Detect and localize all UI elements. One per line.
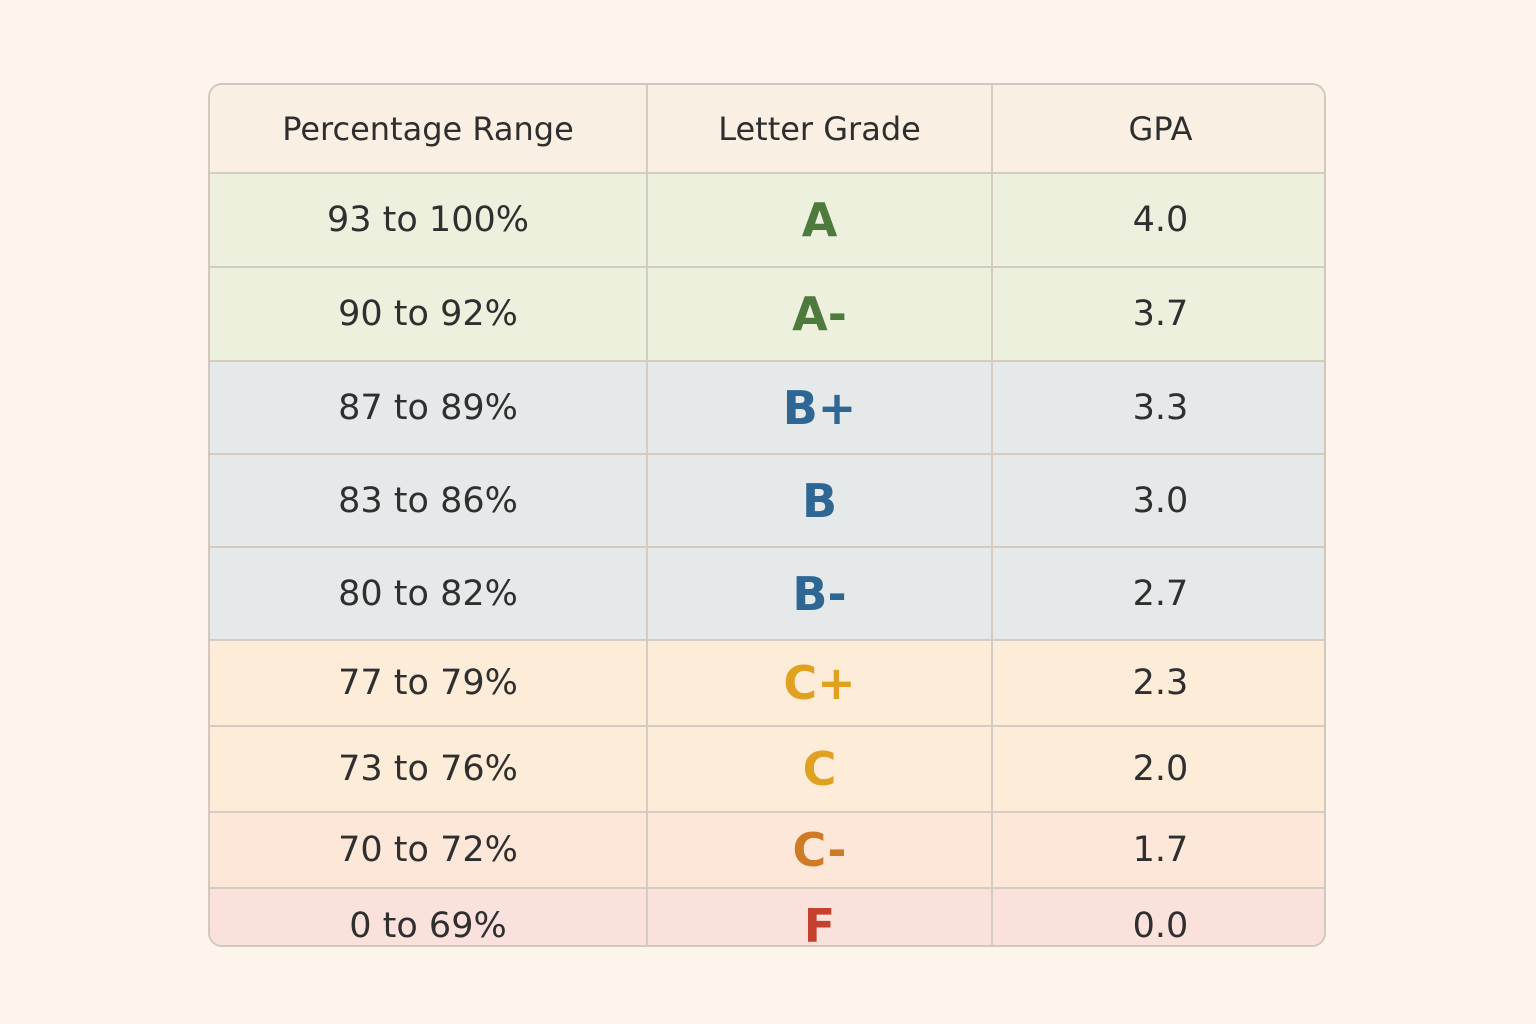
gpa-cell: 3.3 bbox=[992, 361, 1324, 455]
letter-grade-cell: B bbox=[647, 454, 993, 548]
table-row: 90 to 92% A- 3.7 bbox=[210, 267, 1324, 362]
gpa-cell: 0.0 bbox=[992, 888, 1324, 945]
gpa-cell: 4.0 bbox=[992, 173, 1324, 268]
letter-grade-cell: C- bbox=[647, 812, 993, 889]
grade-table: Percentage Range Letter Grade GPA 93 to … bbox=[210, 85, 1324, 945]
letter-grade-cell: A bbox=[647, 173, 993, 268]
percentage-range-cell: 83 to 86% bbox=[210, 454, 648, 548]
letter-grade-cell: C bbox=[647, 726, 993, 813]
percentage-range-cell: 80 to 82% bbox=[210, 547, 648, 641]
header-percentage-range: Percentage Range bbox=[210, 85, 648, 174]
gpa-cell: 1.7 bbox=[992, 812, 1324, 889]
table-row: 83 to 86% B 3.0 bbox=[210, 454, 1324, 548]
table-row: 0 to 69% F 0.0 bbox=[210, 888, 1324, 945]
gpa-cell: 2.0 bbox=[992, 726, 1324, 813]
table-row: 93 to 100% A 4.0 bbox=[210, 173, 1324, 268]
letter-grade-cell: F bbox=[647, 888, 993, 945]
table-row: 87 to 89% B+ 3.3 bbox=[210, 361, 1324, 455]
grade-rows: 93 to 100% A 4.0 90 to 92% A- 3.7 87 to 89% B+ 3… bbox=[210, 173, 1324, 945]
letter-grade-cell: A- bbox=[647, 267, 993, 362]
table-row: 70 to 72% C- 1.7 bbox=[210, 812, 1324, 889]
percentage-range-cell: 73 to 76% bbox=[210, 726, 648, 813]
letter-grade-cell: B- bbox=[647, 547, 993, 641]
gpa-cell: 2.3 bbox=[992, 640, 1324, 727]
gpa-cell: 3.7 bbox=[992, 267, 1324, 362]
percentage-range-cell: 70 to 72% bbox=[210, 812, 648, 889]
letter-grade-cell: B+ bbox=[647, 361, 993, 455]
percentage-range-cell: 87 to 89% bbox=[210, 361, 648, 455]
percentage-range-cell: 77 to 79% bbox=[210, 640, 648, 727]
header-letter-grade: Letter Grade bbox=[647, 85, 993, 174]
letter-grade-cell: C+ bbox=[647, 640, 993, 727]
gpa-cell: 2.7 bbox=[992, 547, 1324, 641]
header-row: Percentage Range Letter Grade GPA bbox=[210, 85, 1324, 174]
table-row: 80 to 82% B- 2.7 bbox=[210, 547, 1324, 641]
percentage-range-cell: 93 to 100% bbox=[210, 173, 648, 268]
gpa-cell: 3.0 bbox=[992, 454, 1324, 548]
percentage-range-cell: 0 to 69% bbox=[210, 888, 648, 945]
grading-scale-table: Percentage Range Letter Grade GPA 93 to … bbox=[208, 83, 1326, 947]
percentage-range-cell: 90 to 92% bbox=[210, 267, 648, 362]
table-row: 77 to 79% C+ 2.3 bbox=[210, 640, 1324, 727]
table-row: 73 to 76% C 2.0 bbox=[210, 726, 1324, 813]
header-gpa: GPA bbox=[992, 85, 1324, 174]
